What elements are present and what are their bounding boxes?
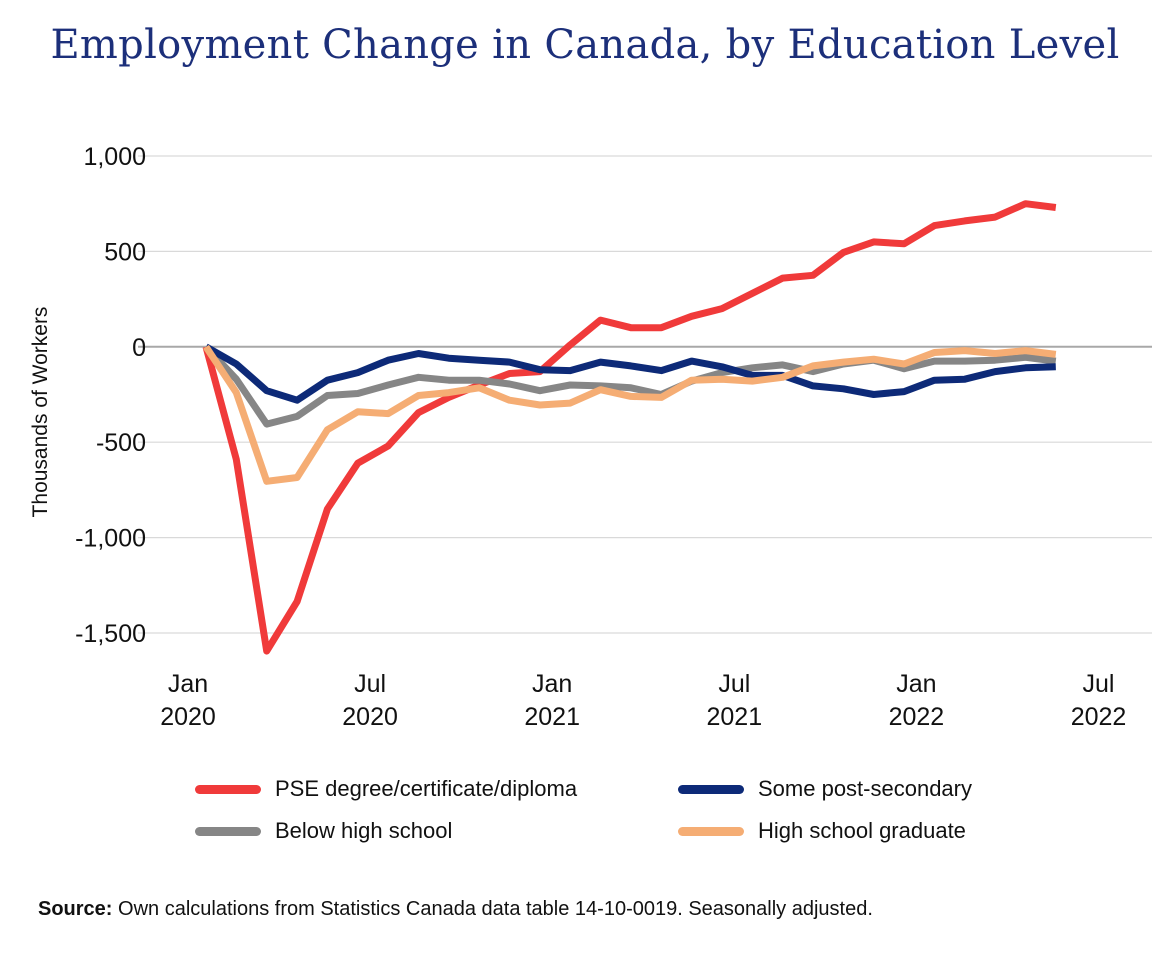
source-label: Source:: [38, 898, 113, 920]
y-tick-label: 1,000: [83, 143, 146, 171]
x-tick-label: Jul: [1083, 670, 1115, 698]
series-line-pse-degree-certificate-diploma: [202, 200, 1057, 655]
x-tick-label: 2022: [889, 703, 945, 731]
y-axis-label: Thousands of Workers: [29, 307, 52, 518]
legend-swatch-pse: [195, 784, 261, 794]
chart-title: Employment Change in Canada, by Educatio…: [50, 22, 1120, 68]
x-tick-label: 2022: [1071, 703, 1127, 731]
y-tick-label: 500: [104, 238, 146, 266]
x-tick-label: Jul: [354, 670, 386, 698]
y-tick-label: -500: [96, 429, 146, 457]
series-line-high-school-graduate: [203, 344, 1057, 485]
legend-item-some-post-secondary: Some post-secondary: [678, 776, 972, 802]
source-note: Source: Own calculations from Statistics…: [38, 898, 873, 921]
x-tick-label: Jul: [718, 670, 750, 698]
y-tick-label: 0: [132, 334, 146, 362]
legend-swatch-some-post-secondary: [678, 784, 744, 794]
x-axis-ticks: Jan 2020 Jul 2020 Jan 2021 Jul 2021 Jan 2022 Jul 20…: [160, 670, 1126, 731]
series-line-below-high-school: [203, 344, 1057, 428]
legend-swatch-below-high-school: [195, 826, 261, 836]
x-tick-label: 2021: [524, 703, 580, 731]
y-tick-label: -1,500: [75, 620, 146, 648]
x-tick-label: 2020: [160, 703, 216, 731]
legend-label-below-high-school: Below high school: [275, 818, 453, 843]
x-tick-label: Jan: [168, 670, 208, 698]
legend-swatch-high-school-graduate: [678, 826, 744, 836]
x-tick-label: 2021: [706, 703, 762, 731]
series-lines: [202, 200, 1057, 655]
y-axis-ticks: 1,000 500 0 -500 -1,000 -1,500: [75, 143, 146, 648]
legend-label-some-post-secondary: Some post-secondary: [758, 776, 972, 801]
legend-item-below-high-school: Below high school: [195, 818, 452, 844]
legend-item-high-school-graduate: High school graduate: [678, 818, 966, 844]
legend-label-high-school-graduate: High school graduate: [758, 818, 966, 843]
line-chart: 1,000 500 0 -500 -1,000 -1,500 Jan 2020 Jul 2020…: [29, 143, 1152, 731]
x-tick-label: Jan: [896, 670, 936, 698]
y-tick-label: -1,000: [75, 525, 146, 553]
gridlines: [138, 155, 1152, 634]
legend-item-pse: PSE degree/certificate/diploma: [195, 776, 577, 802]
legend-label-pse: PSE degree/certificate/diploma: [275, 776, 578, 801]
x-tick-label: 2020: [342, 703, 398, 731]
x-tick-label: Jan: [532, 670, 572, 698]
source-text: Own calculations from Statistics Canada …: [112, 898, 873, 920]
series-line-some-post-secondary: [204, 343, 1056, 404]
